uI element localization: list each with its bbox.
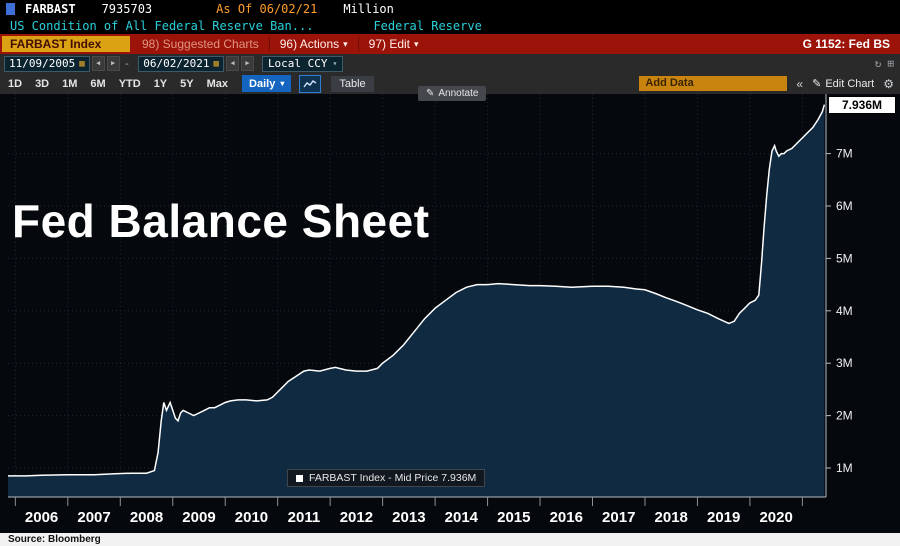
source-text: Source: Bloomberg — [8, 534, 101, 545]
window-icon[interactable]: ⊞ — [887, 57, 894, 70]
x-tick-label: 2008 — [130, 509, 163, 526]
security-field[interactable]: FARBAST Index — [2, 36, 130, 52]
annotate-button[interactable]: ✎ Annotate — [418, 86, 487, 101]
end-date-field[interactable]: 06/02/2021 ▦ — [138, 55, 224, 72]
security-marker-icon — [6, 2, 15, 15]
toolbar-divider — [357, 37, 359, 51]
actions-menu[interactable]: 96) Actions ▾ — [280, 37, 348, 51]
suggested-charts-button[interactable]: 98) Suggested Charts — [142, 37, 259, 51]
last-value: 7935703 — [101, 1, 153, 16]
currency-select[interactable]: Local CCY ▾ — [261, 55, 344, 72]
area-series — [8, 104, 825, 497]
x-tick-label: 2013 — [392, 509, 425, 526]
chart-region[interactable]: 1M 2M 3M 4M 5M 6M 7M 2006 2007 2008 2009 2010 2011 20… — [0, 86, 900, 533]
x-tick-label: 2009 — [182, 509, 215, 526]
x-tick-label: 2016 — [550, 509, 583, 526]
x-tick-label: 2006 — [25, 509, 58, 526]
pencil-icon: ✎ — [812, 78, 822, 90]
end-date-forward-button[interactable]: ▶ — [240, 56, 254, 71]
chart-id-label: G 1152: Fed BS — [802, 37, 890, 51]
price-chart[interactable]: 1M 2M 3M 4M 5M 6M 7M 2006 2007 2008 2009 2010 2011 20… — [0, 94, 900, 533]
range-tab-6m[interactable]: 6M — [90, 77, 106, 90]
line-chart-icon[interactable] — [299, 74, 322, 93]
range-tab-max[interactable]: Max — [206, 77, 229, 90]
caret-down-icon: ▾ — [280, 79, 285, 88]
x-tick-label: 2020 — [759, 509, 792, 526]
x-tick-label: 2007 — [77, 509, 110, 526]
range-tab-1y[interactable]: 1Y — [153, 77, 168, 90]
unit-label: Million — [343, 1, 394, 16]
end-date-back-button[interactable]: ◀ — [225, 56, 239, 71]
data-source-label: Federal Reserve — [373, 18, 482, 33]
y-tick-label: 1M — [836, 461, 853, 475]
annotate-label: Annotate — [438, 88, 479, 99]
caret-down-icon: ▾ — [343, 38, 348, 49]
y-tick-label: 3M — [836, 356, 853, 370]
start-date-value: 11/09/2005 — [9, 57, 76, 70]
chart-title-overlay: Fed Balance Sheet — [12, 195, 430, 247]
security-description: US Condition of All Federal Reserve Ban.… — [10, 18, 314, 33]
start-date-forward-button[interactable]: ▶ — [106, 56, 120, 71]
edit-chart-label: Edit Chart — [825, 77, 875, 90]
calendar-icon: ▦ — [79, 58, 85, 69]
security-description-row: US Condition of All Federal Reserve Ban.… — [0, 17, 900, 34]
range-tab-1d[interactable]: 1D — [8, 77, 23, 90]
x-tick-label: 2018 — [655, 509, 688, 526]
last-price-label: 7.936M — [828, 96, 896, 114]
edit-chart-button[interactable]: ✎ Edit Chart — [812, 77, 875, 91]
frequency-select[interactable]: Daily ▾ — [242, 75, 292, 92]
ticker: FARBAST — [25, 1, 76, 16]
settings-gear-icon[interactable]: ⚙ — [883, 76, 894, 91]
y-tick-label: 6M — [836, 199, 853, 213]
y-tick-label: 7M — [836, 147, 853, 161]
x-tick-label: 2012 — [340, 509, 373, 526]
as-of-date: As Of 06/02/21 — [216, 1, 318, 16]
command-toolbar: FARBAST Index 98) Suggested Charts 96) A… — [0, 34, 900, 54]
range-tab-ytd[interactable]: YTD — [118, 77, 141, 90]
x-tick-label: 2015 — [497, 509, 530, 526]
price-line — [8, 104, 826, 477]
edit-menu-label: 97) Edit — [368, 37, 411, 51]
currency-value: Local CCY — [267, 57, 328, 70]
x-tick-label: 2019 — [707, 509, 740, 526]
start-date-back-button[interactable]: ◀ — [91, 56, 105, 71]
range-tab-3d[interactable]: 3D — [35, 77, 50, 90]
pencil-icon: ✎ — [426, 88, 435, 99]
caret-down-icon: ▾ — [332, 59, 338, 68]
x-tick-label: 2014 — [445, 509, 479, 526]
legend-text: FARBAST Index - Mid Price 7.936M — [309, 472, 477, 484]
period-toolbar: 1D 3D 1M 6M YTD 1Y 5Y Max Daily ▾ Table Add Dat… — [0, 73, 900, 94]
start-date-field[interactable]: 11/09/2005 ▦ — [4, 55, 90, 72]
date-range-dash: - — [123, 57, 131, 70]
toolbar-divider — [268, 37, 270, 51]
caret-down-icon: ▾ — [414, 38, 419, 49]
chart-legend[interactable]: FARBAST Index - Mid Price 7.936M — [287, 469, 486, 487]
frequency-value: Daily — [249, 77, 276, 90]
x-tick-label: 2010 — [235, 509, 268, 526]
x-tick-label: 2017 — [602, 509, 635, 526]
range-tab-1m[interactable]: 1M — [62, 77, 78, 90]
date-toolbar: 11/09/2005 ▦ ◀ ▶ - 06/02/2021 ▦ ◀ ▶ Loca… — [0, 54, 900, 73]
y-tick-label: 5M — [836, 251, 853, 265]
end-date-value: 06/02/2021 — [143, 57, 210, 70]
series-swatch-icon — [296, 474, 303, 482]
actions-menu-label: 96) Actions — [279, 37, 340, 51]
refresh-icon[interactable]: ↻ — [874, 57, 882, 70]
range-tabs: 1D 3D 1M 6M YTD 1Y 5Y Max — [8, 78, 228, 90]
range-tab-5y[interactable]: 5Y — [180, 77, 194, 90]
y-tick-label: 4M — [836, 304, 853, 318]
calendar-icon: ▦ — [213, 58, 219, 69]
source-footer: Source: Bloomberg — [0, 533, 900, 546]
collapse-panel-icon[interactable]: « — [796, 76, 804, 91]
security-header: FARBAST 7935703 As Of 06/02/21 Million — [0, 0, 900, 17]
table-button[interactable]: Table — [331, 75, 374, 92]
add-data-field[interactable]: Add Data — [639, 76, 788, 91]
y-tick-label: 2M — [836, 409, 853, 423]
edit-menu[interactable]: 97) Edit ▾ — [369, 37, 419, 51]
x-tick-label: 2011 — [288, 509, 321, 526]
